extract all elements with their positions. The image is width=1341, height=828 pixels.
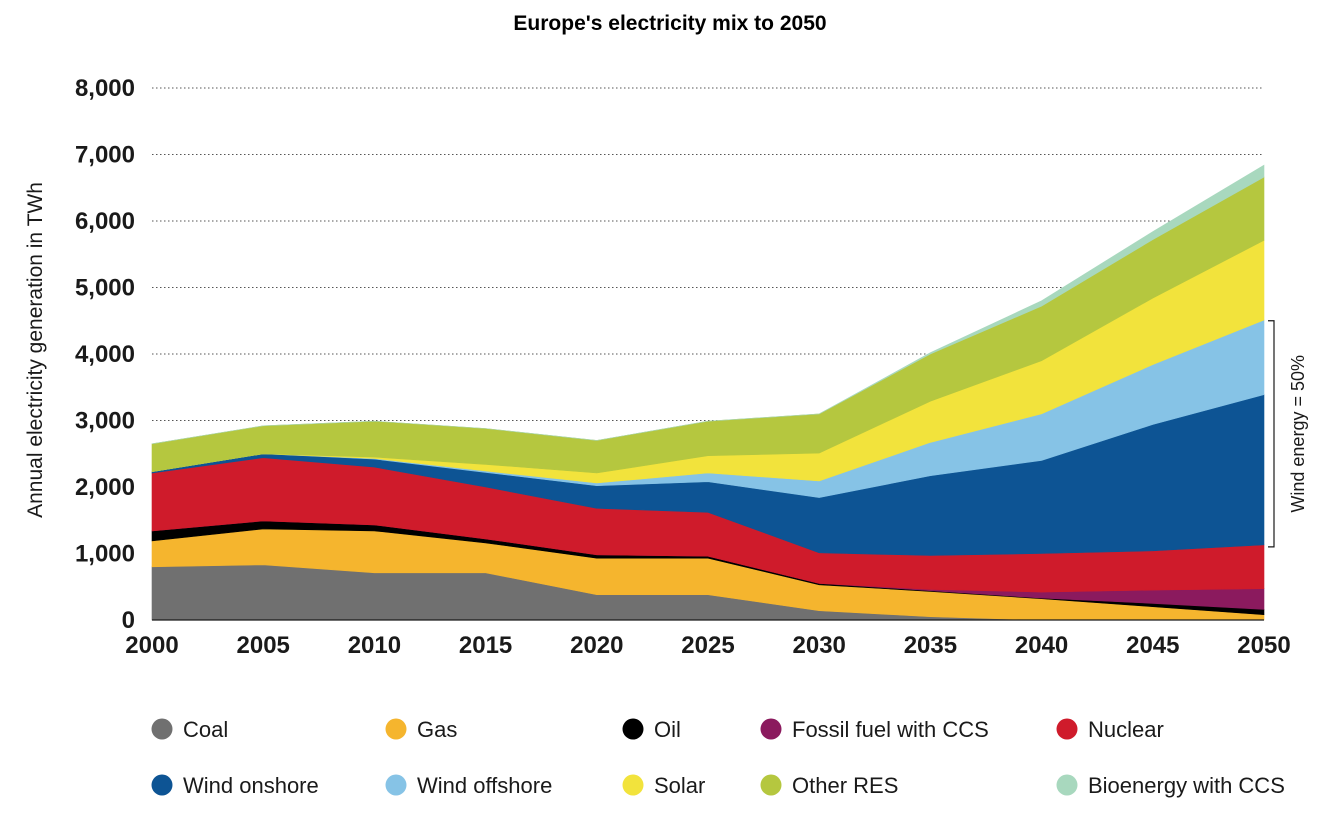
y-tick-label: 4,000 (75, 341, 135, 368)
legend-label: Gas (417, 717, 457, 742)
y-tick-label: 2,000 (75, 474, 135, 501)
legend-item-nuclear: Nuclear (1056, 717, 1164, 742)
y-tick-label: 3,000 (75, 408, 135, 435)
legend-swatch (760, 718, 782, 740)
legend-item-solar: Solar (622, 773, 705, 798)
legend-swatch (622, 774, 644, 796)
x-tick-label: 2040 (1015, 632, 1068, 659)
annotation-bracket (1268, 320, 1275, 548)
y-tick-label: 0 (122, 607, 135, 634)
x-tick-label: 2025 (681, 632, 734, 659)
legend-swatch (622, 718, 644, 740)
legend-swatch (760, 774, 782, 796)
legend-label: Nuclear (1088, 717, 1164, 742)
y-tick-label: 7,000 (75, 142, 135, 169)
legend-item-wind-offshore: Wind offshore (385, 773, 552, 798)
legend-swatch (151, 718, 173, 740)
legend-label: Solar (654, 773, 705, 798)
legend-item-other-res: Other RES (760, 773, 898, 798)
legend-item-gas: Gas (385, 717, 457, 742)
chart-title: Europe's electricity mix to 2050 (513, 12, 826, 35)
legend-item-bioenergy-with-ccs: Bioenergy with CCS (1056, 773, 1285, 798)
stacked-areas (151, 164, 1265, 621)
legend-item-coal: Coal (151, 717, 228, 742)
x-tick-label: 2000 (125, 632, 178, 659)
legend-item-wind-onshore: Wind onshore (151, 773, 319, 798)
legend-item-fossil-fuel-with-ccs: Fossil fuel with CCS (760, 717, 989, 742)
y-tick-label: 8,000 (75, 75, 135, 102)
legend-item-oil: Oil (622, 717, 681, 742)
x-tick-label: 2030 (793, 632, 846, 659)
legend-swatch (385, 718, 407, 740)
area-bioenergy-with-ccs (151, 164, 1265, 445)
legend-swatch (151, 774, 173, 796)
x-axis-ticks: 2000 2005 2010 2015 2020 2025 2030 2035 2040 2045… (125, 619, 1291, 659)
x-tick-label: 2035 (904, 632, 957, 659)
x-tick-label: 2005 (237, 632, 290, 659)
legend-label: Fossil fuel with CCS (792, 717, 989, 742)
wind-energy-annotation: Wind energy = 50% (1268, 320, 1308, 548)
legend-swatch (1056, 774, 1078, 796)
legend-swatch (385, 774, 407, 796)
y-axis-label: Annual electricity generation in TWh (24, 182, 47, 518)
legend-label: Bioenergy with CCS (1088, 773, 1285, 798)
legend: Coal Gas Oil Fossil fuel with CCS Nuclear Win… (151, 717, 1285, 798)
x-tick-label: 2010 (348, 632, 401, 659)
legend-label: Wind onshore (183, 773, 319, 798)
x-tick-label: 2020 (570, 632, 623, 659)
x-tick-label: 2015 (459, 632, 512, 659)
legend-swatch (1056, 718, 1078, 740)
x-tick-label: 2045 (1126, 632, 1179, 659)
legend-label: Oil (654, 717, 681, 742)
x-tick-label: 2050 (1237, 632, 1290, 659)
y-tick-label: 6,000 (75, 208, 135, 235)
legend-label: Other RES (792, 773, 898, 798)
annotation-text: Wind energy = 50% (1288, 355, 1308, 513)
legend-label: Wind offshore (417, 773, 552, 798)
legend-label: Coal (183, 717, 228, 742)
y-axis-ticks: 0 1,000 2,000 3,000 4,000 5,000 6,000 7,000 8,00… (75, 75, 135, 634)
y-tick-label: 5,000 (75, 275, 135, 302)
y-tick-label: 1,000 (75, 541, 135, 568)
